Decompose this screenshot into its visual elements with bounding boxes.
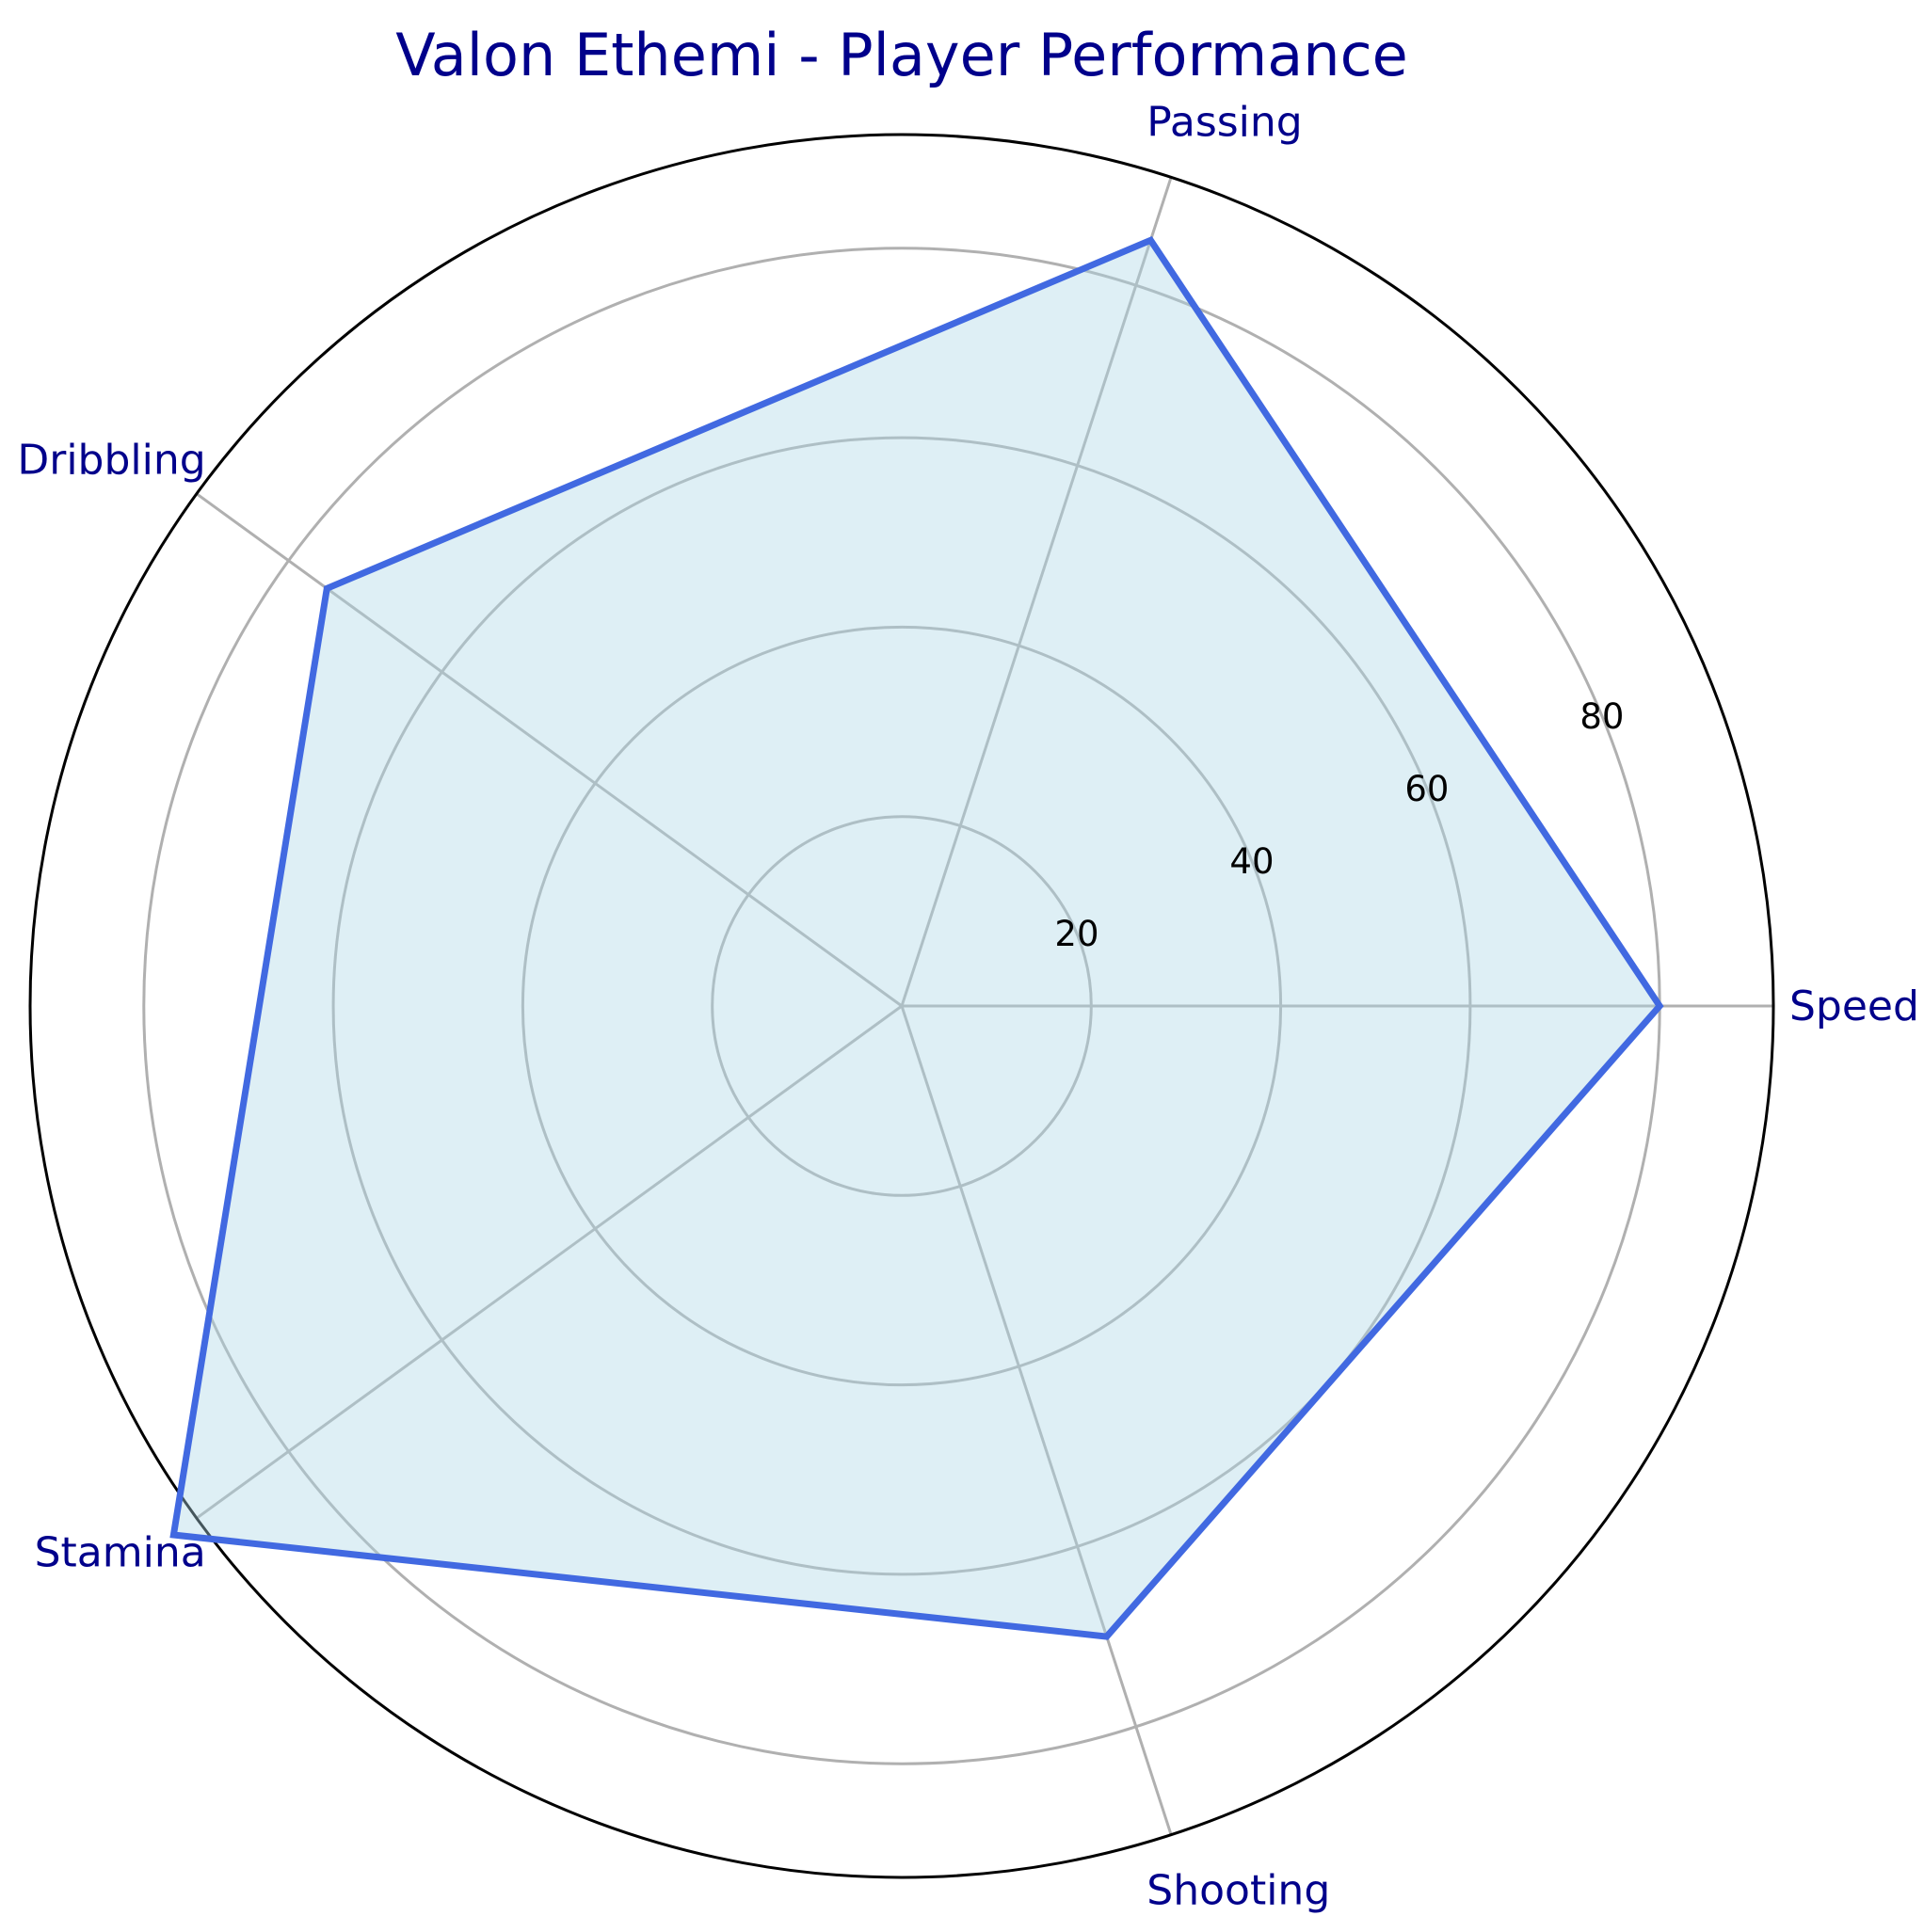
radial-tick-label: 80	[1579, 696, 1624, 737]
axis-label-speed: Speed	[1789, 982, 1919, 1030]
spoke-dribbling	[195, 492, 903, 1008]
axis-label-dribbling: Dribbling	[17, 436, 205, 484]
radial-tick-label: 60	[1404, 769, 1449, 809]
axis-label-passing: Passing	[1146, 98, 1302, 146]
radial-tick-label: 20	[1054, 914, 1098, 954]
axis-label-stamina: Stamina	[35, 1529, 206, 1577]
label-layer: 20 40 60 80 Speed Passing Dribbling Stamina Shoo…	[17, 98, 1919, 1914]
series-area	[173, 240, 1660, 1637]
data-point-shooting	[1103, 1634, 1110, 1640]
outer-circle	[28, 133, 1775, 1879]
spoke-shooting	[900, 1005, 1173, 1836]
data-point-stamina	[170, 1532, 177, 1539]
axis-label-shooting: Shooting	[1146, 1867, 1330, 1915]
radial-tick-label: 40	[1229, 841, 1274, 882]
data-point-speed	[1657, 1003, 1663, 1009]
spoke-stamina	[195, 1004, 903, 1520]
chart-title: Valon Ethemi - Player Performance	[395, 21, 1408, 89]
data-point-dribbling	[324, 585, 330, 592]
series-line	[169, 235, 1664, 1640]
spoke-passing	[900, 176, 1173, 1007]
data-point-passing	[1147, 237, 1154, 244]
series-layer	[169, 235, 1664, 1640]
